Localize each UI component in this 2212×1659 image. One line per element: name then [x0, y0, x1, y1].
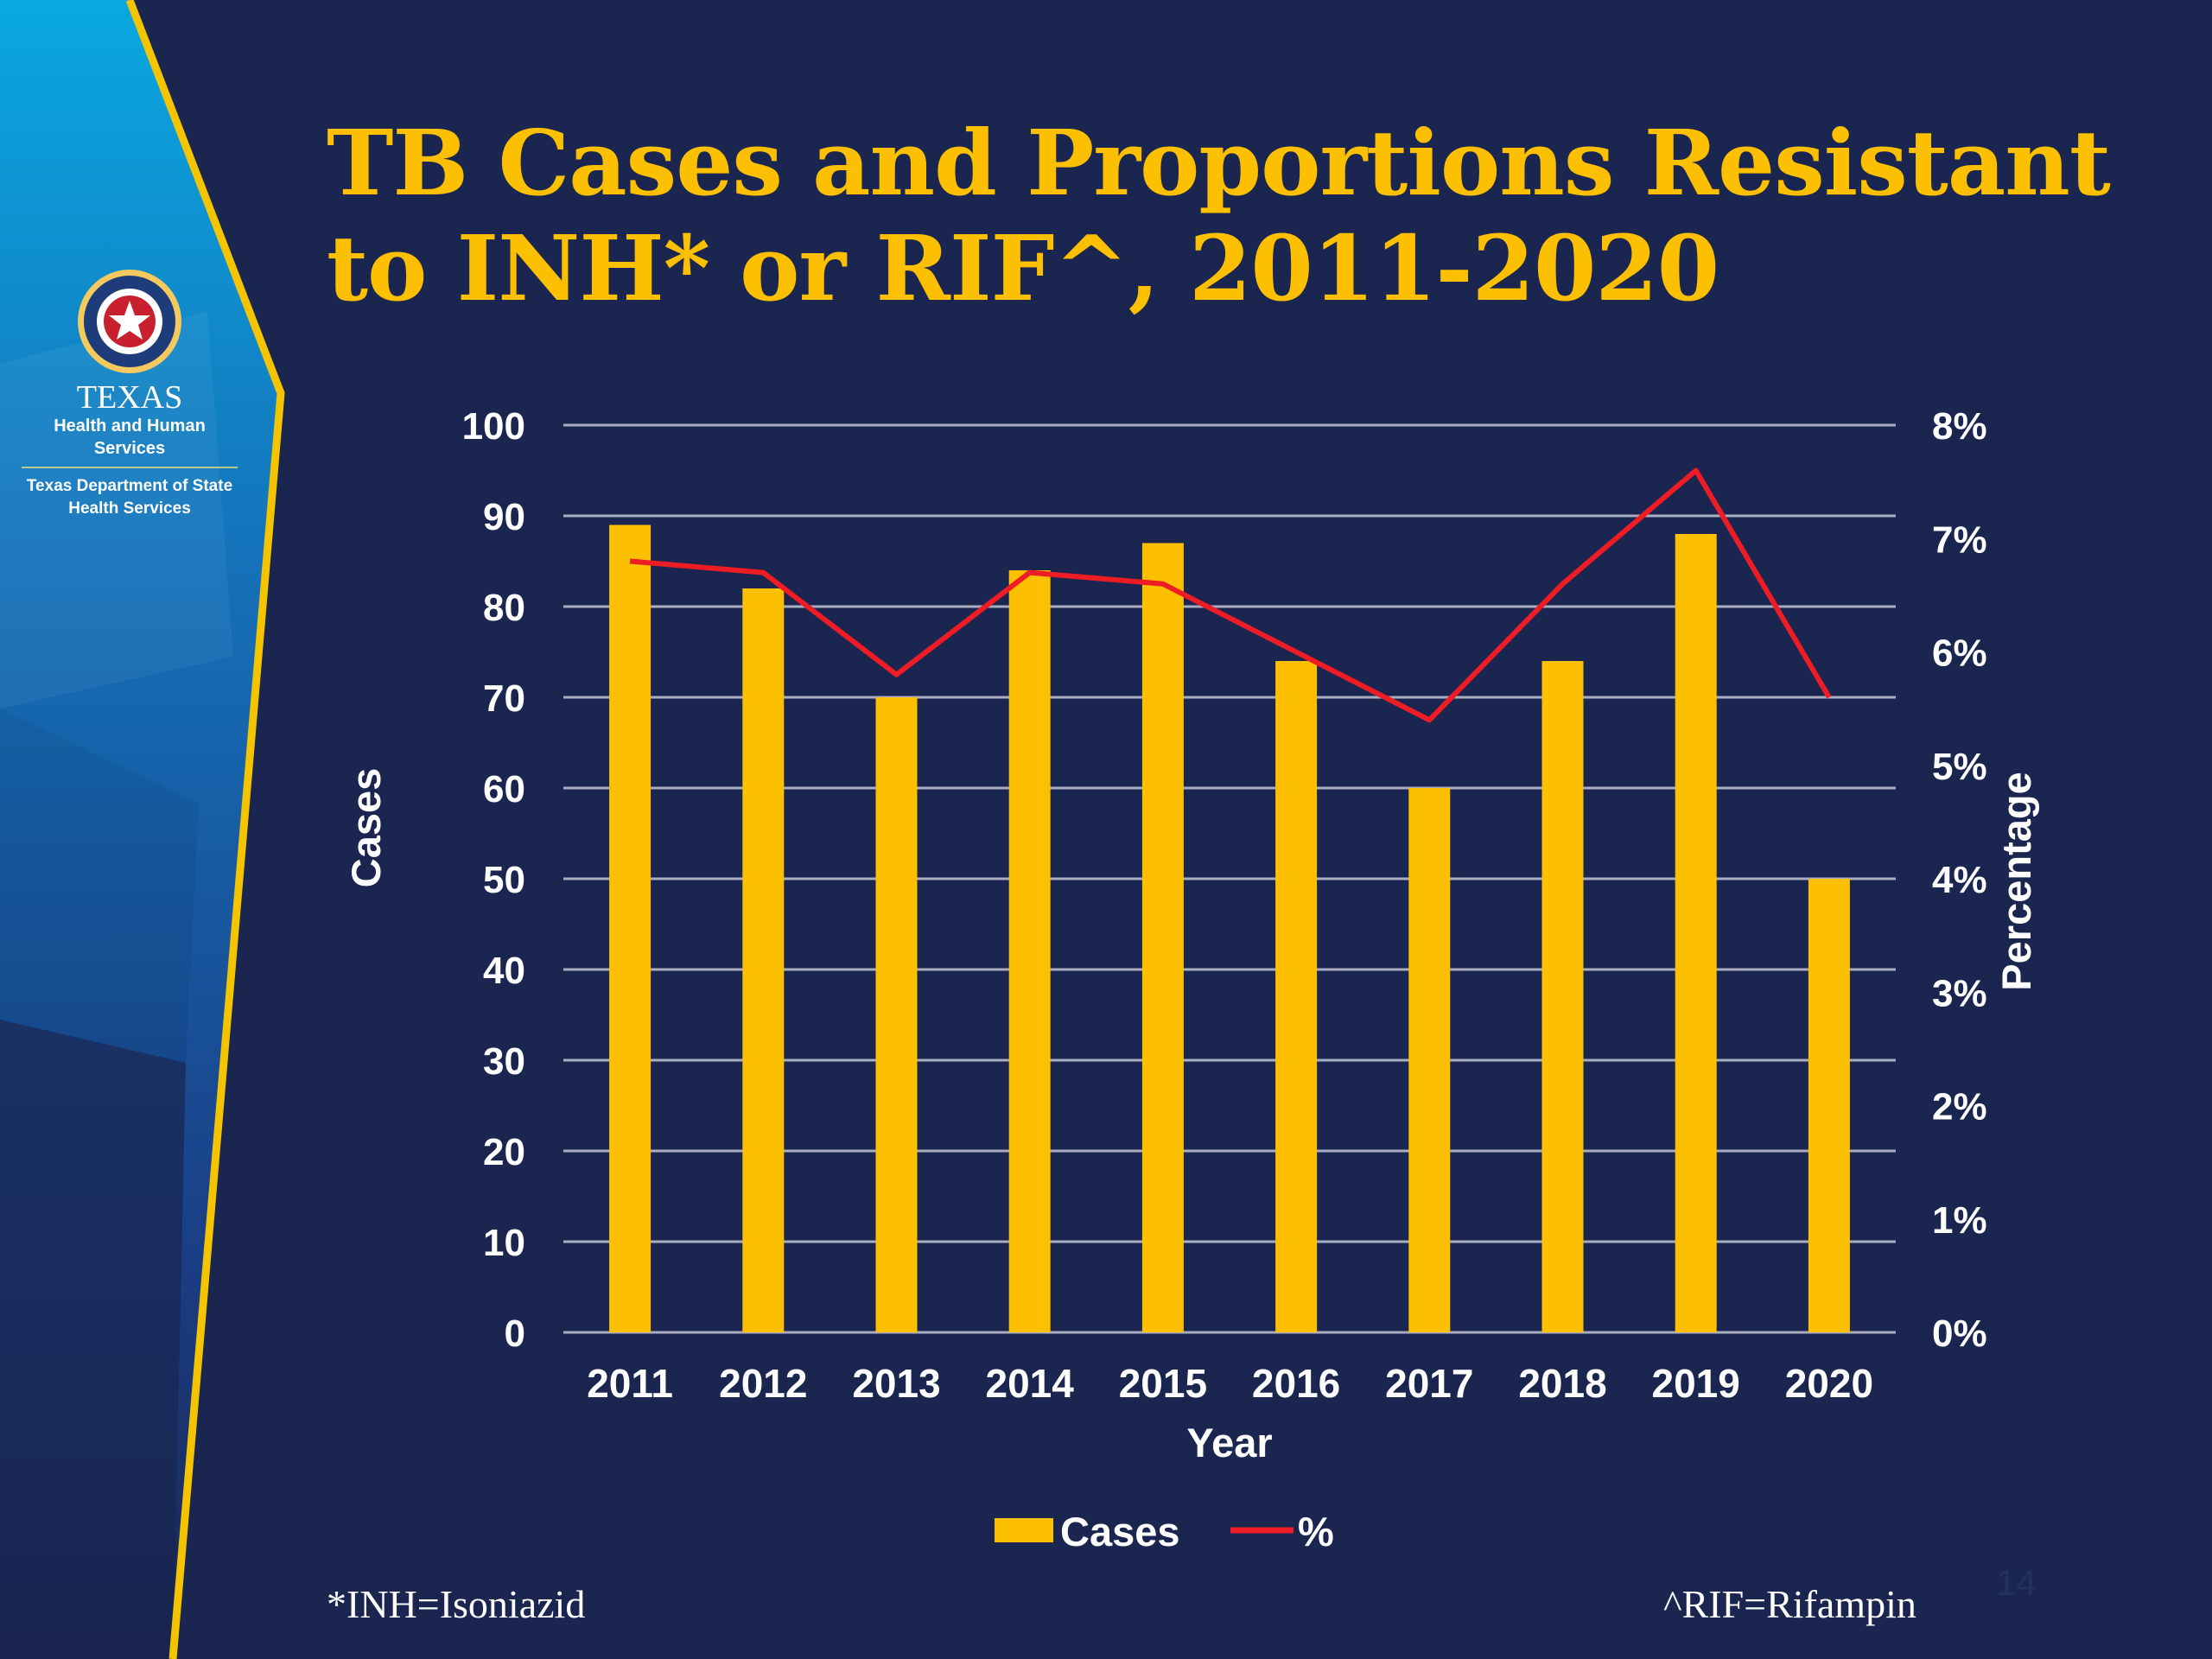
y-tick-label: 20 — [483, 1131, 525, 1173]
y2-tick-label: 6% — [1932, 632, 1987, 675]
legend-percent-label: % — [1298, 1509, 1334, 1554]
bar-series — [609, 524, 1850, 1332]
y-tick-label: 10 — [483, 1222, 525, 1264]
logo-line-2b: Health Services — [68, 499, 191, 518]
x-tick-label: 2019 — [1652, 1361, 1740, 1406]
y-axis-ticks: 0 10 20 30 40 50 60 70 80 90 100 — [462, 405, 525, 1355]
y-tick-label: 60 — [483, 768, 525, 810]
logo-divider — [22, 467, 238, 468]
y2-axis-ticks: 0% 1% 2% 3% 4% 5% 6% 7% 8% — [1932, 405, 1987, 1355]
agency-logo: TEXAS Health and Human Services Texas De… — [17, 268, 242, 520]
y2-tick-label: 4% — [1932, 859, 1987, 901]
y-tick-label: 70 — [483, 677, 525, 720]
y2-tick-label: 7% — [1932, 518, 1987, 561]
bar — [1408, 788, 1451, 1332]
y2-axis-label: Percentage — [1993, 772, 2039, 990]
logo-line-2a: Texas Department of State — [26, 477, 233, 495]
y-tick-label: 30 — [483, 1040, 525, 1083]
y2-tick-label: 5% — [1932, 746, 1987, 788]
bar — [1808, 879, 1850, 1332]
legend-cases-label: Cases — [1060, 1509, 1180, 1554]
side-decoration-panel — [0, 0, 285, 1659]
footnote-rif: ^RIF=Rifampin — [1663, 1582, 1916, 1626]
bar — [1141, 543, 1184, 1332]
x-axis-label: Year — [1186, 1420, 1272, 1465]
bar — [1675, 534, 1717, 1332]
x-tick-label: 2013 — [852, 1361, 940, 1406]
y-tick-label: 80 — [483, 587, 525, 629]
x-axis-ticks: 2011 2012 2013 2014 2015 2016 2017 2018 2019 2020 — [587, 1361, 1873, 1406]
x-tick-label: 2017 — [1385, 1361, 1473, 1406]
x-tick-label: 2020 — [1785, 1361, 1873, 1406]
x-tick-label: 2018 — [1518, 1361, 1606, 1406]
y-tick-label: 100 — [462, 405, 525, 448]
y-tick-label: 50 — [483, 859, 525, 901]
bar — [609, 524, 652, 1332]
percent-line — [629, 467, 1832, 723]
x-tick-label: 2011 — [587, 1361, 673, 1406]
bar — [1541, 661, 1584, 1332]
y2-tick-label: 8% — [1932, 405, 1987, 448]
y-tick-label: 0 — [505, 1313, 525, 1355]
slide-title: TB Cases and Proportions Resistant to IN… — [327, 110, 2111, 321]
bar — [1275, 661, 1318, 1332]
y2-tick-label: 0% — [1932, 1313, 1987, 1355]
x-tick-label: 2014 — [986, 1361, 1075, 1406]
y2-tick-label: 3% — [1932, 972, 1987, 1014]
legend-cases-swatch — [995, 1518, 1053, 1542]
y-tick-label: 90 — [483, 496, 525, 538]
line-series — [629, 467, 1832, 723]
texas-seal-icon — [78, 270, 181, 373]
bar — [1008, 570, 1051, 1332]
y-tick-label: 40 — [483, 950, 525, 992]
y2-tick-label: 2% — [1932, 1086, 1987, 1128]
logo-agency-name: TEXAS — [76, 379, 183, 416]
gridlines — [563, 423, 1896, 1334]
x-tick-label: 2015 — [1119, 1361, 1207, 1406]
y2-tick-label: 1% — [1932, 1199, 1987, 1242]
legend: Cases % — [995, 1509, 1334, 1554]
y-axis-label: Cases — [343, 768, 389, 888]
footnote-inh: *INH=Isoniazid — [327, 1582, 586, 1626]
logo-line-1: Health and Human Services — [54, 416, 206, 458]
slide-number: 14 — [1996, 1562, 2037, 1603]
x-tick-label: 2012 — [719, 1361, 807, 1406]
bar — [742, 588, 785, 1332]
bar — [875, 697, 918, 1332]
x-tick-label: 2016 — [1252, 1361, 1340, 1406]
